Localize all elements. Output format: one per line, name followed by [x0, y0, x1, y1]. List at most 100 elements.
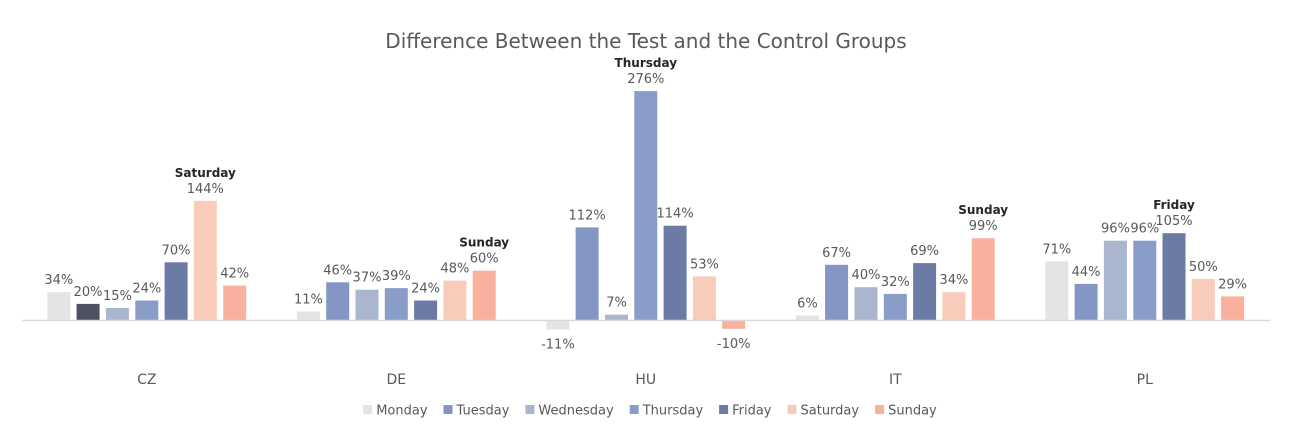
bar-hu-wednesday — [605, 314, 628, 321]
data-label-cz-tuesday: 20% — [74, 285, 103, 300]
data-label-pl-wednesday: 96% — [1101, 222, 1130, 237]
legend-swatch-wednesday — [525, 405, 535, 414]
bar-pl-saturday — [1191, 278, 1215, 321]
bar-hu-monday — [546, 320, 570, 330]
data-label-hu-saturday: 53% — [690, 257, 719, 272]
bar-pl-sunday — [1221, 296, 1245, 321]
data-label-de-saturday: 48% — [440, 262, 469, 277]
category-label-pl: PL — [1137, 372, 1153, 388]
bar-de-monday — [296, 311, 320, 321]
data-label-pl-monday: 71% — [1042, 243, 1071, 258]
data-label-de-wednesday: 37% — [353, 271, 382, 286]
category-labels-group: CZ DE HU IT PL — [137, 372, 1153, 388]
data-label-pl-sunday: 29% — [1218, 277, 1247, 292]
bar-it-friday — [913, 263, 937, 321]
data-label-hu-sunday: -10% — [717, 337, 751, 352]
bar-cz-thursday — [135, 300, 159, 321]
bar-hu-saturday — [692, 276, 716, 321]
bar-pl-friday — [1162, 233, 1186, 321]
bar-cz-sunday — [223, 285, 247, 321]
data-label-cz-saturday: 144% — [187, 182, 224, 197]
annotation-it: Sunday — [958, 203, 1008, 217]
data-label-de-monday: 11% — [294, 292, 323, 307]
bar-pl-monday — [1045, 261, 1069, 321]
data-label-cz-wednesday: 15% — [103, 289, 132, 304]
category-label-hu: HU — [635, 372, 656, 388]
data-label-hu-friday: 114% — [657, 207, 694, 222]
bar-it-tuesday — [825, 264, 849, 321]
legend-swatch-sunday — [875, 405, 885, 414]
data-label-hu-tuesday: 112% — [569, 208, 606, 223]
data-label-it-monday: 6% — [797, 297, 818, 312]
data-label-cz-sunday: 42% — [220, 267, 249, 282]
bar-it-saturday — [942, 292, 966, 321]
annotation-de: Sunday — [459, 236, 509, 250]
legend-label-friday: Friday — [732, 404, 772, 419]
legend-label-saturday: Saturday — [801, 404, 860, 419]
category-label-de: DE — [386, 372, 406, 388]
bar-cz-monday — [47, 292, 71, 321]
bar-cz-saturday — [193, 200, 217, 321]
data-label-it-friday: 69% — [910, 244, 939, 259]
data-label-pl-thursday: 96% — [1130, 222, 1159, 237]
bar-hu-friday — [663, 225, 687, 321]
bar-it-thursday — [883, 293, 907, 321]
legend-label-wednesday: Wednesday — [538, 404, 614, 419]
data-label-it-sunday: 99% — [969, 219, 998, 234]
legend-label-monday: Monday — [376, 404, 428, 419]
data-label-it-thursday: 32% — [881, 275, 910, 290]
bars-group — [47, 91, 1245, 330]
data-label-de-tuesday: 46% — [323, 263, 352, 278]
annotation-hu: Thursday — [615, 56, 678, 70]
bar-de-sunday — [472, 270, 496, 321]
legend-swatch-saturday — [787, 405, 797, 414]
bar-hu-thursday — [634, 91, 658, 321]
annotation-pl: Friday — [1153, 198, 1195, 212]
data-label-hu-wednesday: 7% — [606, 296, 627, 311]
data-label-pl-friday: 105% — [1155, 214, 1192, 229]
bar-pl-thursday — [1133, 240, 1157, 321]
legend-label-sunday: Sunday — [888, 404, 937, 419]
data-label-de-thursday: 39% — [382, 269, 411, 284]
data-label-it-tuesday: 67% — [822, 246, 851, 261]
data-label-de-sunday: 60% — [470, 252, 499, 267]
bar-cz-friday — [164, 262, 188, 321]
bar-it-monday — [795, 315, 819, 321]
legend-label-tuesday: Tuesday — [456, 404, 510, 419]
category-label-it: IT — [889, 372, 902, 388]
data-label-it-saturday: 34% — [939, 273, 968, 288]
legend-swatch-tuesday — [443, 405, 453, 414]
bar-it-sunday — [971, 238, 995, 321]
bar-hu-sunday — [722, 320, 746, 329]
data-label-de-friday: 24% — [411, 282, 440, 297]
category-label-cz: CZ — [137, 372, 156, 388]
annotation-cz: Saturday — [175, 166, 236, 180]
chart-title: Difference Between the Test and the Cont… — [385, 29, 906, 53]
data-label-hu-thursday: 276% — [627, 72, 664, 87]
legend: Monday Tuesday Wednesday Thursday Friday Satu… — [363, 404, 937, 419]
legend-swatch-thursday — [629, 405, 639, 414]
data-label-cz-monday: 34% — [44, 273, 73, 288]
data-label-cz-friday: 70% — [162, 243, 191, 258]
bar-pl-wednesday — [1103, 240, 1127, 321]
legend-swatch-monday — [363, 405, 373, 414]
data-label-it-wednesday: 40% — [852, 268, 881, 283]
bar-de-friday — [414, 300, 438, 321]
bar-de-thursday — [384, 288, 408, 321]
data-label-pl-saturday: 50% — [1189, 260, 1218, 275]
bar-de-saturday — [443, 280, 467, 321]
bar-cz-tuesday — [76, 303, 100, 321]
bar-it-wednesday — [854, 287, 878, 321]
bar-cz-wednesday — [105, 308, 129, 321]
legend-label-thursday: Thursday — [642, 404, 704, 419]
bar-pl-tuesday — [1074, 283, 1098, 321]
data-label-hu-monday: -11% — [541, 338, 575, 353]
bar-hu-tuesday — [575, 227, 599, 321]
bar-de-wednesday — [355, 289, 379, 321]
data-label-cz-thursday: 24% — [132, 282, 161, 297]
bar-de-tuesday — [326, 282, 350, 321]
legend-swatch-friday — [719, 405, 729, 414]
data-label-pl-tuesday: 44% — [1072, 265, 1101, 280]
